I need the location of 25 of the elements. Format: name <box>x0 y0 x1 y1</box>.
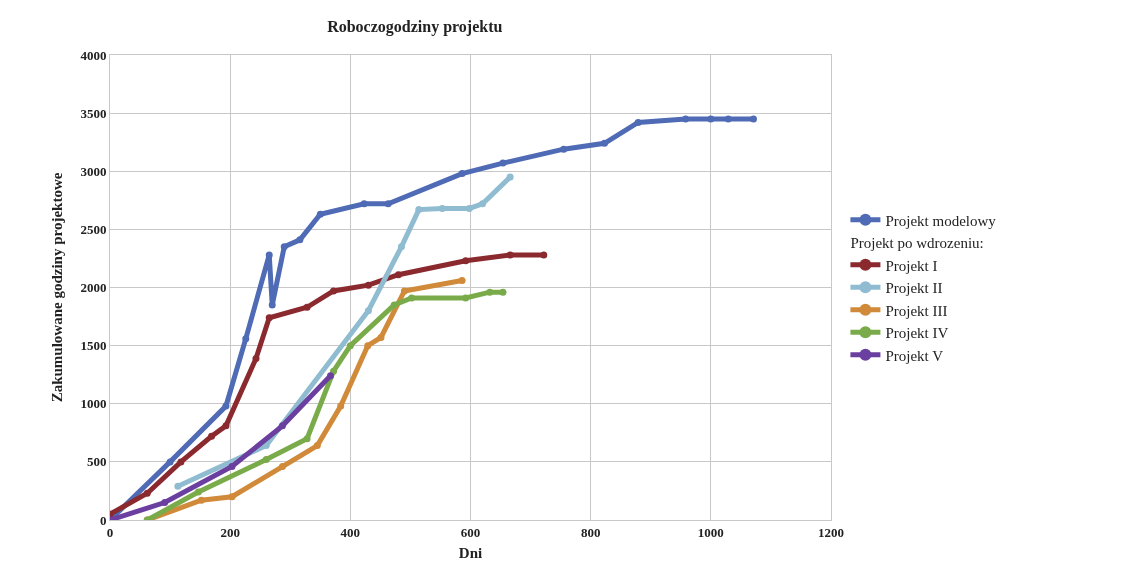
legend-label: Projekt I <box>885 257 938 274</box>
legend-label: Projekt III <box>885 302 948 319</box>
y-tick-label: 1000 <box>80 396 107 412</box>
chart-title: Roboczogodziny projektu <box>327 17 503 36</box>
legend-label: Projekt V <box>885 347 944 364</box>
x-tick-label: 600 <box>460 524 481 540</box>
y-tick-label: 0 <box>99 512 107 528</box>
x-tick-label: 1000 <box>697 524 724 540</box>
x-tick-label: 400 <box>340 524 361 540</box>
legend-label: Projekt modelowy <box>885 212 997 229</box>
y-tick-label: 2500 <box>80 221 107 237</box>
x-axis-title: Dni <box>458 544 483 561</box>
legend-label: Projekt IV <box>885 325 949 342</box>
y-tick-label: 4000 <box>80 47 107 63</box>
y-tick-label: 3500 <box>80 105 107 121</box>
y-axis-title: Zakumulowane godziny projektowe <box>48 172 65 403</box>
x-tick-label: 800 <box>580 524 601 540</box>
y-tick-label: 1500 <box>80 338 107 354</box>
x-tick-label: 1200 <box>818 524 844 540</box>
y-tick-label: 500 <box>86 454 107 470</box>
y-tick-label: 3000 <box>80 163 107 179</box>
legend-title: Projekt po wdrozeniu: <box>850 235 984 252</box>
y-tick-label: 2000 <box>80 280 107 296</box>
x-tick-label: 200 <box>220 524 240 540</box>
legend-label: Projekt II <box>885 280 943 297</box>
